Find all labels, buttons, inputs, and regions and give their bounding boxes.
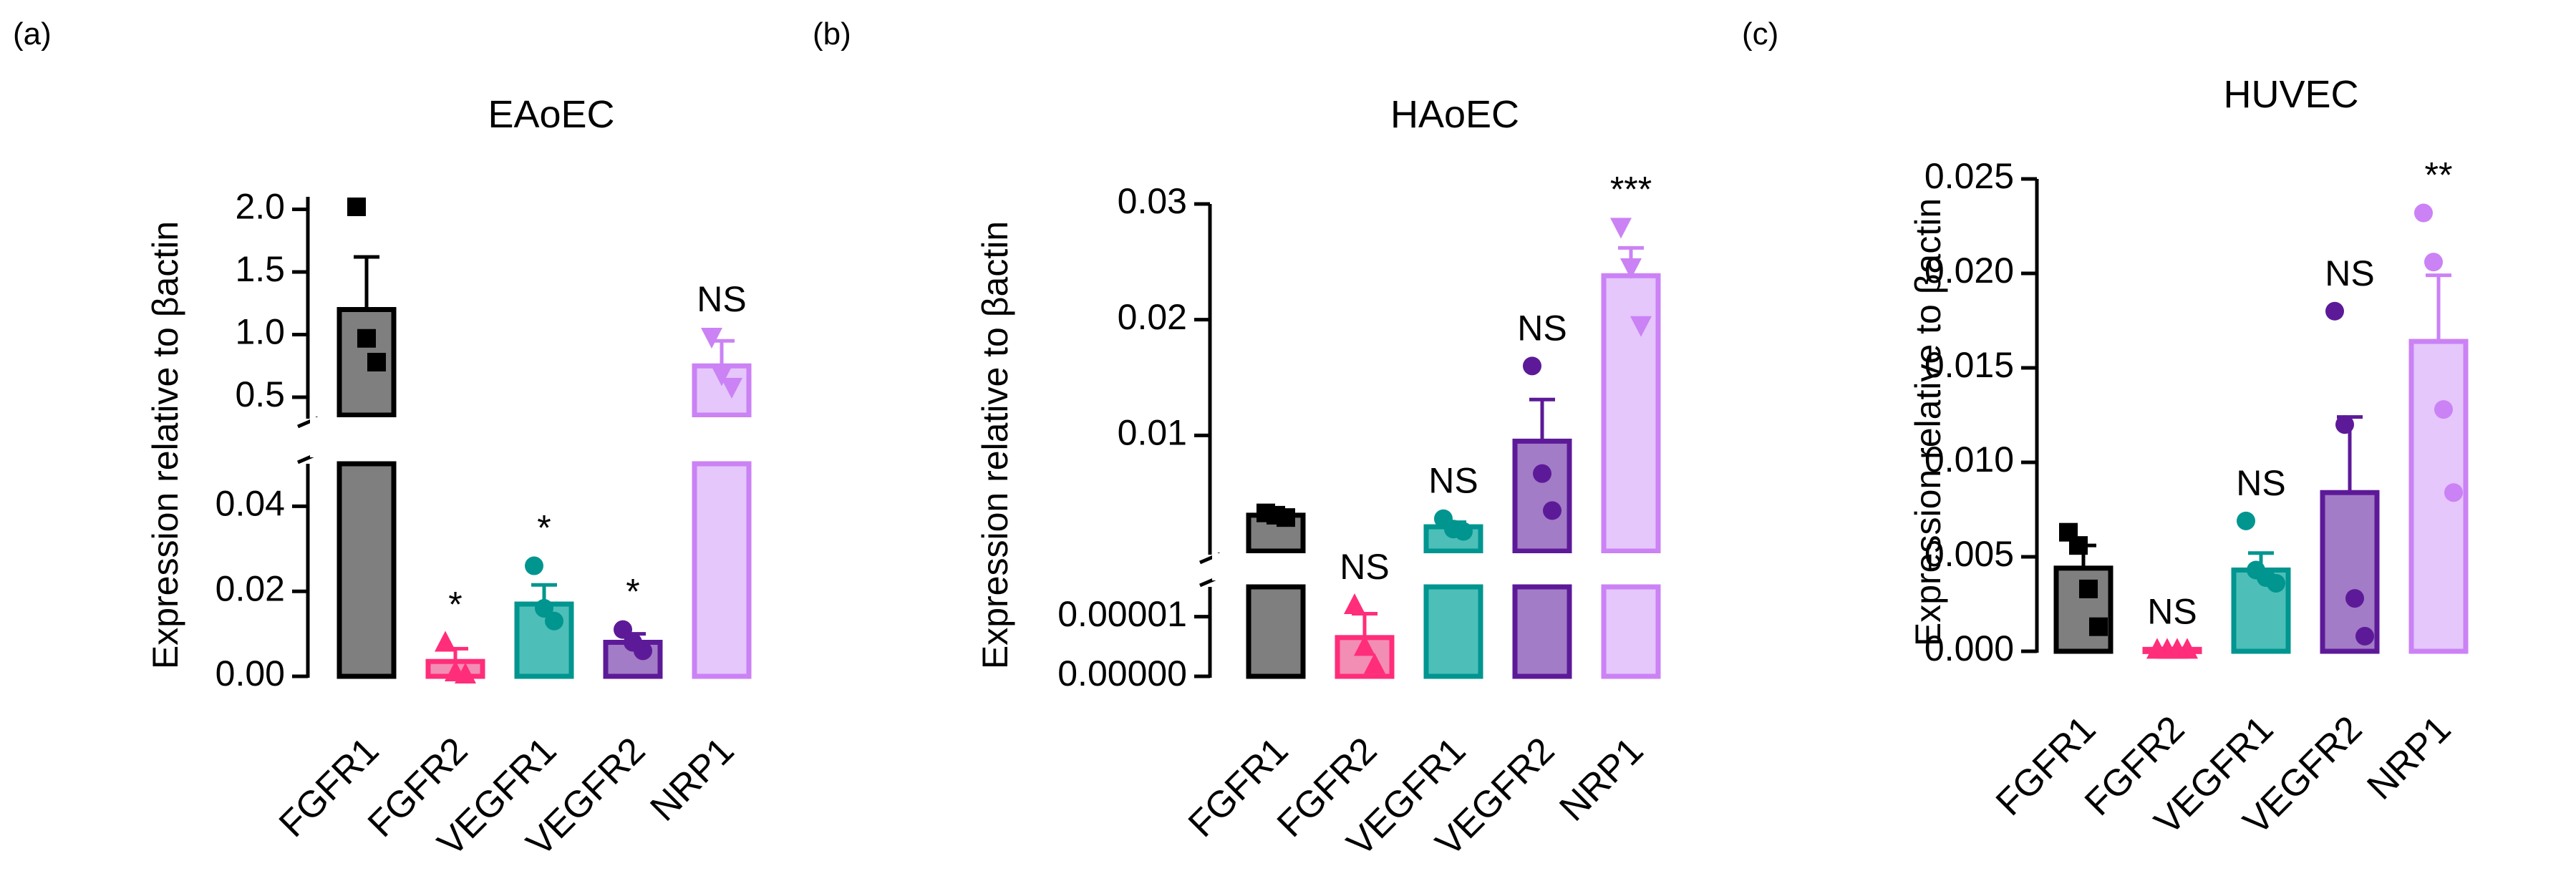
- significance-label-VEGFR2: *: [626, 572, 639, 612]
- panel-label-b: (b): [813, 16, 851, 52]
- data-point-NRP1-0: [701, 328, 722, 349]
- data-point-NRP1-2: [1630, 316, 1652, 337]
- data-point-FGFR2-2: [1364, 653, 1385, 674]
- bar-NRP1-lower: [1601, 584, 1661, 679]
- data-point-FGFR1-2: [2079, 579, 2098, 598]
- chart-title-a: EAoEC: [488, 93, 614, 136]
- significance-label-FGFR2: NS: [1340, 547, 1389, 587]
- data-point-FGFR2-0: [435, 631, 456, 652]
- x-tick-label-FGFR1: FGFR1: [1988, 708, 2104, 824]
- data-point-NRP1-2: [721, 378, 742, 399]
- chart-title-c: HUVEC: [2223, 73, 2358, 116]
- data-point-NRP1-2: [2434, 400, 2453, 419]
- y-tick-label-upper-0: 0.5: [235, 374, 285, 414]
- significance-label-FGFR2: NS: [2147, 591, 2197, 631]
- y-tick-label-1: 0.005: [1924, 534, 2014, 574]
- data-point-VEGFR2-1: [2335, 415, 2354, 434]
- bar-NRP1-upper: [1601, 273, 1661, 554]
- y-tick-label-lower-2: 0.04: [216, 484, 285, 524]
- data-point-VEGFR2-1: [1533, 464, 1551, 483]
- y-tick-label-0: 0.000: [1924, 628, 2014, 668]
- y-tick-label-upper-0: 0.01: [1118, 413, 1187, 453]
- bar-VEGFR2-upper: [1512, 438, 1572, 554]
- y-tick-label-upper-2: 1.5: [235, 249, 285, 289]
- significance-label-FGFR2: *: [448, 584, 462, 624]
- data-point-NRP1-0: [1610, 218, 1632, 239]
- data-point-FGFR2-3: [2176, 638, 2198, 659]
- y-tick-label-lower-0: 0.00: [216, 653, 285, 694]
- x-tick-label-NRP1: NRP1: [2359, 708, 2459, 807]
- data-point-FGFR2-1: [1354, 635, 1375, 656]
- data-point-VEGFR2-2: [2345, 589, 2364, 608]
- data-point-NRP1-0: [2414, 203, 2433, 223]
- y-tick-label-lower-1: 0.00001: [1057, 594, 1187, 634]
- y-tick-label-lower-1: 0.02: [216, 568, 285, 608]
- y-tick-label-lower-0: 0.00000: [1057, 653, 1187, 694]
- data-point-VEGFR1-1: [535, 598, 553, 618]
- data-point-FGFR1-2: [367, 353, 386, 371]
- significance-label-VEGFR2: NS: [1517, 308, 1567, 348]
- data-point-FGFR1-2: [1277, 508, 1295, 527]
- y-axis-label-c: Expression relative to βactin: [1908, 198, 1948, 646]
- data-point-VEGFR2-2: [634, 641, 652, 661]
- panel-label-a: (a): [13, 16, 52, 52]
- data-point-NRP1-1: [2424, 253, 2443, 272]
- significance-label-NRP1: NS: [697, 279, 746, 319]
- y-tick-label-2: 0.010: [1924, 439, 2014, 480]
- data-point-FGFR1-3: [2089, 617, 2108, 636]
- data-point-VEGFR2-3: [2355, 626, 2374, 646]
- data-point-FGFR2-2: [455, 663, 476, 684]
- bar-NRP1-lower: [692, 461, 752, 679]
- significance-label-NRP1: **: [2425, 155, 2453, 195]
- data-point-VEGFR1-0: [525, 556, 543, 575]
- bar-VEGFR1-lower: [1423, 584, 1483, 679]
- bar-VEGFR2: [2320, 490, 2380, 654]
- bar-FGFR1-lower: [336, 461, 397, 679]
- data-point-NRP1-3: [2444, 483, 2463, 502]
- y-tick-label-5: 0.025: [1924, 156, 2014, 196]
- data-point-NRP1-1: [711, 365, 732, 386]
- data-point-FGFR1-1: [357, 329, 376, 348]
- panel-label-c: (c): [1742, 16, 1778, 52]
- panel-c: (c) HUVEC Expression relative to βactin …: [1742, 16, 2469, 843]
- data-point-VEGFR2-2: [1543, 501, 1561, 520]
- y-tick-label-upper-3: 2.0: [235, 187, 285, 227]
- x-tick-label-FGFR1: FGFR1: [271, 729, 387, 845]
- data-point-NRP1-1: [1620, 258, 1642, 279]
- y-tick-label-3: 0.015: [1924, 345, 2014, 385]
- data-point-VEGFR1-2: [545, 611, 563, 631]
- data-point-VEGFR2-0: [2325, 301, 2344, 321]
- y-axis-label-b: Expression relative to βactin: [975, 221, 1015, 669]
- data-point-FGFR1-1: [2069, 536, 2088, 555]
- significance-label-VEGFR1: NS: [2236, 463, 2285, 503]
- bar-FGFR1-lower: [1246, 584, 1306, 679]
- data-point-VEGFR1-2: [1454, 522, 1473, 541]
- x-tick-label-NRP1: NRP1: [642, 729, 742, 829]
- significance-label-VEGFR1: *: [537, 508, 551, 548]
- panel-a: (a) EAoEC Expression relative to βactin …: [13, 16, 765, 865]
- significance-label-NRP1: ***: [1610, 169, 1652, 209]
- bar-VEGFR2-lower: [1512, 584, 1572, 679]
- axis-break-gap: [310, 417, 765, 457]
- data-point-VEGFR1-3: [2267, 573, 2285, 593]
- panel-b: (b) HAoEC Expression relative to βactin …: [813, 16, 1670, 865]
- data-point-VEGFR2-0: [1523, 356, 1541, 376]
- y-tick-label-upper-1: 0.02: [1118, 297, 1187, 337]
- data-point-VEGFR1-0: [2237, 511, 2255, 530]
- significance-label-VEGFR2: NS: [2325, 253, 2374, 293]
- y-tick-label-upper-2: 0.03: [1118, 181, 1187, 221]
- significance-label-VEGFR1: NS: [1428, 461, 1478, 501]
- y-tick-label-4: 0.020: [1924, 250, 2014, 291]
- axis-break-gap: [1212, 553, 1670, 580]
- y-axis-label-a: Expression relative to βactin: [145, 221, 185, 669]
- chart-title-b: HAoEC: [1390, 93, 1519, 136]
- x-tick-label-FGFR1: FGFR1: [1181, 729, 1297, 845]
- data-point-FGFR1-0: [347, 198, 366, 216]
- x-tick-label-NRP1: NRP1: [1551, 729, 1651, 829]
- data-point-FGFR2-0: [1344, 593, 1365, 614]
- y-tick-label-upper-1: 1.0: [235, 312, 285, 352]
- data-point-VEGFR2-0: [614, 620, 632, 639]
